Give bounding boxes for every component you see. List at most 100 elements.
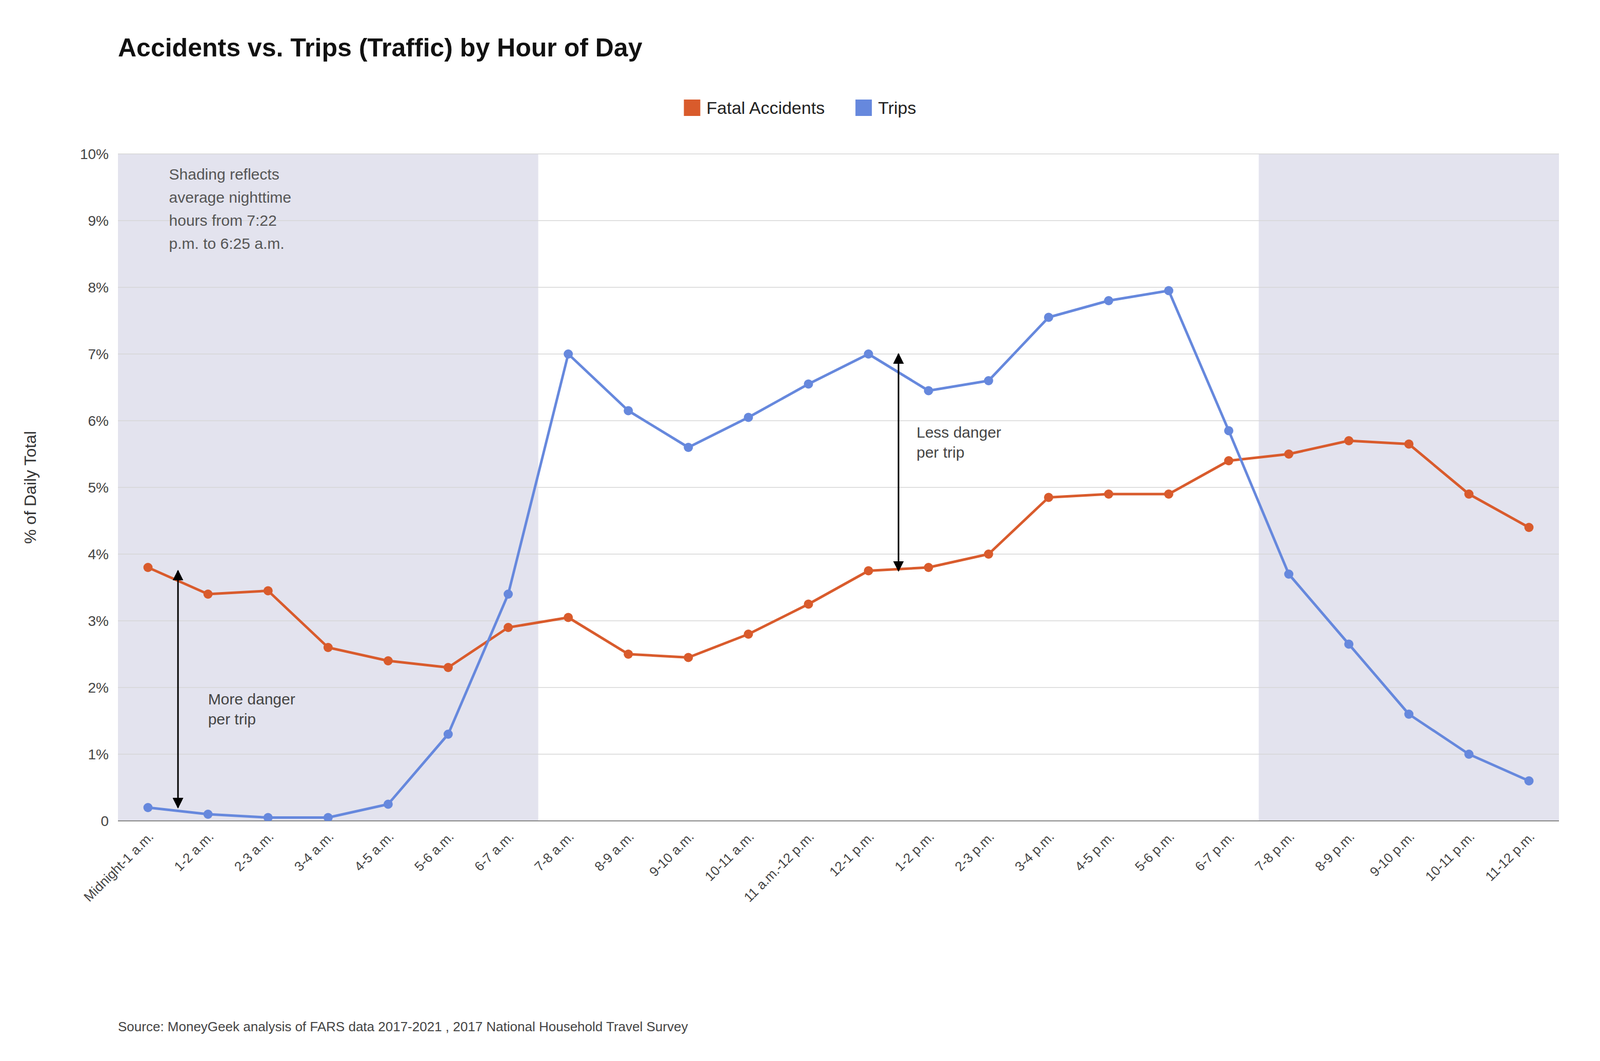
- annotations: More danger per trip Less danger per trip: [177, 353, 1002, 808]
- series: [143, 286, 1534, 822]
- series-point: [563, 612, 573, 623]
- series-point: [1284, 569, 1294, 579]
- legend-item: Fatal Accidents: [684, 97, 826, 118]
- grid-line: [117, 686, 1559, 688]
- series-point: [803, 379, 813, 389]
- series-point: [323, 812, 333, 822]
- series-point: [984, 375, 994, 386]
- series-point: [1164, 489, 1174, 499]
- legend-swatch: [684, 99, 701, 116]
- series-point: [984, 549, 994, 559]
- series-point: [864, 566, 874, 576]
- grid-line: [117, 153, 1559, 155]
- title: Accidents vs. Trips (Traffic) by Hour of…: [117, 33, 643, 63]
- series-point: [503, 589, 513, 599]
- series-point: [1344, 435, 1354, 446]
- x-tick-label: 4-5 a.m.: [351, 828, 397, 874]
- series-point: [143, 562, 153, 572]
- series-point: [1404, 709, 1414, 719]
- legend-label: Fatal Accidents: [706, 97, 826, 118]
- annotation-text: More danger per trip: [208, 690, 296, 728]
- series-point: [683, 652, 693, 663]
- source: Source: MoneyGeek analysis of FARS data …: [117, 1018, 688, 1034]
- annotation-arrow: [177, 570, 179, 808]
- grid-line: [117, 353, 1559, 355]
- series-point: [443, 662, 453, 672]
- grid-line: [117, 620, 1559, 622]
- series-point: [1404, 439, 1414, 449]
- x-tick-label: 1-2 p.m.: [891, 828, 938, 874]
- x-tick-label: 8-9 p.m.: [1311, 828, 1358, 874]
- series-point: [803, 599, 813, 609]
- text-line: per trip: [208, 710, 256, 728]
- y-tick-label: 10%: [80, 146, 109, 163]
- x-tick-label: Midnight-1 a.m.: [80, 828, 157, 905]
- x-tick-label: 5-6 p.m.: [1131, 828, 1178, 874]
- x-tick-label: 9-10 a.m.: [646, 828, 697, 879]
- x-tick-label: 8-9 a.m.: [591, 828, 637, 874]
- series-point: [1284, 449, 1294, 459]
- x-axis-line: [117, 820, 1559, 822]
- series-point: [1524, 775, 1534, 786]
- grid-line: [117, 820, 1559, 822]
- text-line: More danger: [208, 690, 296, 708]
- series-point: [383, 799, 393, 809]
- y-tick-label: 0: [100, 812, 109, 829]
- y-tick-label: 5%: [88, 479, 109, 496]
- x-tick-label: 4-5 p.m.: [1071, 828, 1118, 874]
- series-point: [1104, 489, 1114, 499]
- y-tick-label: 2%: [88, 679, 109, 696]
- background: [0, 0, 1600, 1061]
- series-point: [443, 729, 453, 739]
- y-grid: [117, 153, 1559, 821]
- text-line: hours from 7:22: [169, 211, 277, 229]
- series-point: [203, 589, 213, 599]
- grid-line: [117, 753, 1559, 755]
- series-point: [1464, 749, 1474, 759]
- shading-note: Shading reflectsaverage nighttimehours f…: [169, 165, 292, 252]
- grid-line: [117, 553, 1559, 555]
- y-tick-label: 9%: [88, 212, 109, 229]
- series-point: [743, 412, 753, 423]
- series-point: [924, 386, 934, 396]
- series-point: [1164, 286, 1174, 296]
- x-tick-label: 2-3 a.m.: [231, 828, 277, 874]
- legend: Fatal AccidentsTrips: [684, 97, 917, 118]
- series-point: [503, 622, 513, 632]
- series-point: [323, 642, 333, 652]
- y-tick-label: 8%: [88, 279, 109, 296]
- series: [143, 435, 1534, 672]
- series-point: [623, 406, 633, 416]
- x-tick-label: 7-8 a.m.: [531, 828, 577, 874]
- x-tick-label: 7-8 p.m.: [1251, 828, 1298, 874]
- x-tick-label: 5-6 a.m.: [411, 828, 457, 874]
- x-tick-label: 3-4 p.m.: [1011, 828, 1058, 874]
- x-tick-label: 1-2 a.m.: [171, 828, 217, 874]
- y-tick-label: 3%: [88, 612, 109, 629]
- x-tick-label: 10-11 p.m.: [1422, 828, 1478, 884]
- series-point: [1224, 426, 1234, 436]
- y-axis-label: % of Daily Total: [21, 430, 40, 544]
- y-tick-label: 7%: [88, 346, 109, 363]
- text-line: average nighttime: [169, 188, 292, 206]
- text-line: Less danger: [916, 423, 1002, 441]
- y-tick-labels: 01%2%3%4%5%6%7%8%9%10%: [80, 146, 109, 829]
- series-point: [1044, 492, 1054, 503]
- series-point: [1224, 455, 1234, 466]
- y-tick-label: 4%: [88, 546, 109, 563]
- grid-line: [117, 420, 1559, 422]
- series-point: [1524, 522, 1534, 532]
- x-tick-label: 11 a.m.-12 p.m.: [740, 828, 817, 905]
- series-point: [563, 349, 573, 359]
- series-point: [1104, 295, 1114, 306]
- text-line: p.m. to 6:25 a.m.: [169, 234, 285, 252]
- series-point: [263, 812, 273, 822]
- series-point: [743, 629, 753, 639]
- y-tick-label: 1%: [88, 746, 109, 763]
- series-point: [1044, 312, 1054, 323]
- series-point: [263, 586, 273, 596]
- x-tick-label: 11-12 p.m.: [1482, 828, 1538, 884]
- series-point: [1464, 489, 1474, 499]
- series-line: [148, 440, 1530, 668]
- x-tick-label: 12-1 p.m.: [826, 828, 877, 879]
